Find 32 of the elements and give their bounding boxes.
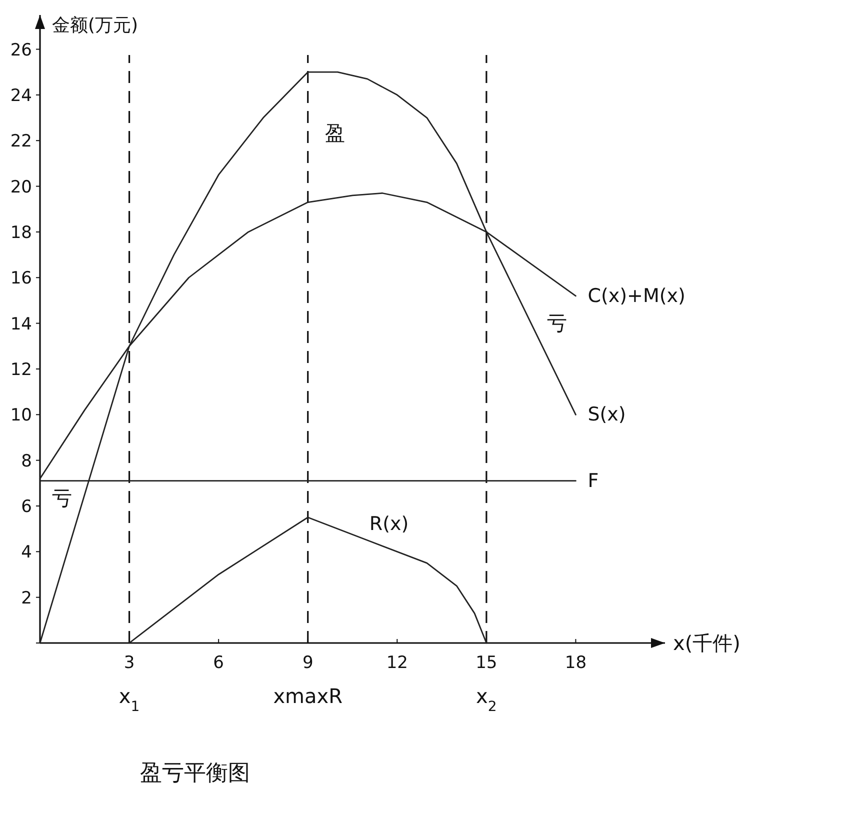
series-label: C(x)+M(x)	[588, 284, 686, 307]
y-tick-label: 26	[10, 40, 32, 60]
series-label: R(x)	[369, 513, 409, 536]
y-tick-label: 24	[10, 86, 32, 106]
x-tick-label: 9	[302, 653, 314, 673]
x-tick-label: 3	[124, 653, 135, 673]
series-label: F	[588, 470, 599, 492]
y-tick-label: 12	[10, 360, 32, 380]
y-tick-label: 20	[10, 177, 32, 198]
ref-line-label: x$_{1}$	[118, 684, 140, 715]
ref-line-label: xmaxR	[273, 684, 343, 708]
y-tick-label: 14	[10, 314, 32, 334]
y-tick-label: 16	[10, 268, 32, 289]
y-tick-label: 4	[21, 542, 32, 563]
annotation: 亏	[52, 486, 72, 510]
y-tick-label: 10	[10, 406, 32, 426]
x-tick-label: 12	[386, 653, 408, 673]
annotation: 亏	[547, 311, 567, 335]
y-tick-label: 18	[10, 222, 32, 243]
annotation: 盈	[325, 121, 345, 145]
text: 盈亏平衡图	[140, 761, 250, 786]
series-label: S(x)	[588, 404, 626, 426]
y-tick-label: 8	[21, 451, 32, 472]
x-tick-label: 15	[476, 653, 498, 673]
y-tick-label: 22	[10, 132, 32, 152]
ref-line-label: x$_{2}$	[476, 684, 497, 715]
y-tick-label: 6	[21, 496, 32, 517]
x-tick-label: 18	[564, 653, 587, 673]
y-tick-label: 2	[21, 588, 32, 608]
x-axis-title: x(千件)	[673, 631, 740, 655]
y-axis-title: 金额(万元)	[52, 15, 138, 36]
x-tick-label: 6	[213, 653, 224, 673]
